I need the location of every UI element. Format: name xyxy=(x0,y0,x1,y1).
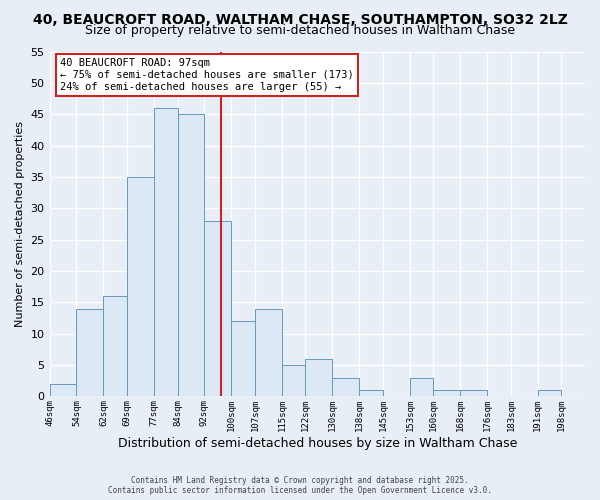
Bar xyxy=(205,221,232,396)
Bar xyxy=(103,296,127,396)
Bar xyxy=(127,177,154,396)
Y-axis label: Number of semi-detached properties: Number of semi-detached properties xyxy=(15,121,25,327)
Bar xyxy=(255,308,282,396)
Bar xyxy=(305,359,332,397)
Bar xyxy=(232,321,255,396)
Bar xyxy=(538,390,562,396)
Bar xyxy=(460,390,487,396)
Bar xyxy=(433,390,460,396)
Bar xyxy=(178,114,205,397)
Text: 40 BEAUCROFT ROAD: 97sqm
← 75% of semi-detached houses are smaller (173)
24% of : 40 BEAUCROFT ROAD: 97sqm ← 75% of semi-d… xyxy=(60,58,354,92)
Text: 40, BEAUCROFT ROAD, WALTHAM CHASE, SOUTHAMPTON, SO32 2LZ: 40, BEAUCROFT ROAD, WALTHAM CHASE, SOUTH… xyxy=(32,12,568,26)
Bar xyxy=(154,108,178,397)
Bar xyxy=(282,365,305,396)
Bar xyxy=(50,384,76,396)
Bar xyxy=(359,390,383,396)
Bar xyxy=(332,378,359,396)
Text: Size of property relative to semi-detached houses in Waltham Chase: Size of property relative to semi-detach… xyxy=(85,24,515,37)
Bar xyxy=(410,378,433,396)
Bar xyxy=(76,308,103,396)
Text: Contains HM Land Registry data © Crown copyright and database right 2025.
Contai: Contains HM Land Registry data © Crown c… xyxy=(108,476,492,495)
X-axis label: Distribution of semi-detached houses by size in Waltham Chase: Distribution of semi-detached houses by … xyxy=(118,437,517,450)
